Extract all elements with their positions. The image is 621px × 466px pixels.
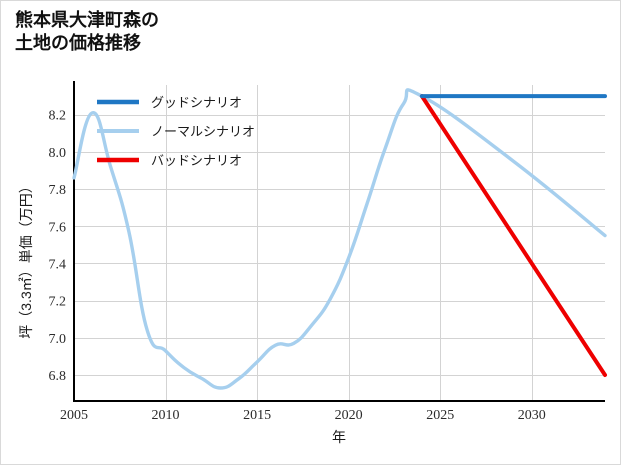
y-tick-label: 7.0 xyxy=(49,332,67,347)
x-tick-label: 2005 xyxy=(60,408,88,423)
axis-lines xyxy=(73,81,605,402)
y-axis-title: 坪（3.3㎡）単価（万円） xyxy=(18,179,34,338)
y-tick-label: 7.4 xyxy=(49,257,67,272)
legend-label-good: グッドシナリオ xyxy=(151,95,242,110)
y-tick-label: 7.6 xyxy=(49,220,67,235)
series-line-bad xyxy=(419,94,607,377)
legend-item-good[interactable]: グッドシナリオ xyxy=(97,95,242,110)
legend-label-bad: バッドシナリオ xyxy=(151,153,242,168)
series-line-normal xyxy=(72,88,607,390)
y-tick-label: 8.0 xyxy=(49,146,67,161)
page-title: 熊本県大津町森の 土地の価格推移 xyxy=(15,10,159,54)
y-tick-label: 6.8 xyxy=(49,369,67,384)
legend-item-bad[interactable]: バッドシナリオ xyxy=(97,153,242,168)
x-tick-label: 2015 xyxy=(243,408,271,423)
data-series-group xyxy=(72,88,607,390)
y-tick-label: 8.2 xyxy=(49,109,67,124)
x-axis-tick-labels: 2005 2010 2015 2020 2025 2030 xyxy=(60,408,546,423)
x-tick-label: 2010 xyxy=(152,408,180,423)
legend-label-normal: ノーマルシナリオ xyxy=(151,124,255,139)
gridlines xyxy=(74,85,605,401)
x-tick-label: 2020 xyxy=(335,408,363,423)
y-axis-tick-labels: 6.8 7.0 7.2 7.4 7.6 7.8 8.0 8.2 xyxy=(49,109,67,384)
x-axis-title: 年 xyxy=(332,429,346,445)
y-tick-label: 7.8 xyxy=(49,183,67,198)
legend-item-normal[interactable]: ノーマルシナリオ xyxy=(97,124,255,139)
x-tick-label: 2030 xyxy=(518,408,546,423)
y-tick-label: 7.2 xyxy=(49,295,67,310)
x-tick-label: 2025 xyxy=(426,408,454,423)
